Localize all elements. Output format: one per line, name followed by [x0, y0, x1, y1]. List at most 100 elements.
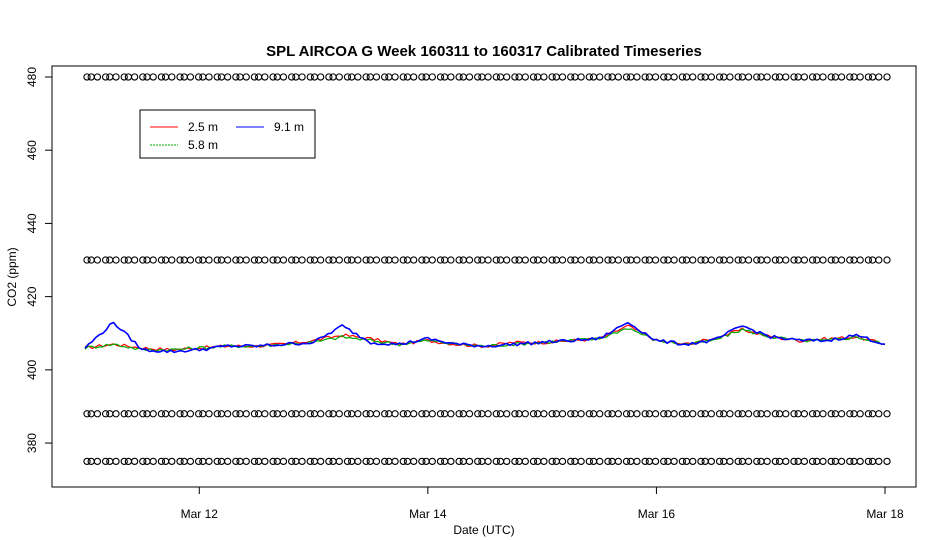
reference-point: [827, 256, 835, 264]
reference-point: [715, 73, 724, 81]
reference-point: [744, 256, 753, 264]
reference-point: [372, 256, 381, 264]
reference-point: [168, 73, 176, 81]
reference-point: [93, 73, 102, 81]
reference-point: [157, 73, 166, 81]
reference-point: [279, 256, 288, 264]
reference-point: [771, 73, 780, 81]
reference-point: [558, 256, 567, 264]
reference-point: [250, 457, 259, 466]
reference-point: [474, 410, 482, 418]
reference-point: [827, 73, 835, 81]
reference-point: [157, 256, 166, 264]
reference-point: [354, 73, 362, 81]
reference-point: [232, 73, 240, 81]
reference-point: [744, 457, 753, 466]
reference-point: [465, 457, 474, 466]
reference-point: [474, 457, 482, 466]
reference-point: [819, 457, 827, 466]
reference-point: [112, 410, 120, 418]
reference-point: [819, 73, 827, 81]
reference-point: [130, 410, 139, 418]
reference-point: [362, 256, 370, 264]
reference-point: [875, 73, 883, 81]
reference-point: [101, 73, 110, 81]
reference-point: [205, 410, 213, 418]
reference-point: [567, 410, 575, 418]
reference-point: [763, 256, 771, 264]
reference-point: [250, 410, 259, 418]
reference-point: [194, 457, 203, 466]
reference-point: [465, 256, 474, 264]
reference-point: [474, 73, 482, 81]
reference-point: [168, 410, 176, 418]
reference-point: [213, 73, 221, 81]
legend: 2.5 m 5.8 m 9.1 m: [139, 109, 316, 159]
y-axis: 380 400 420 440 460 480: [25, 67, 53, 453]
reference-point: [883, 457, 891, 466]
reference-point: [372, 457, 381, 466]
reference-point: [678, 256, 686, 264]
y-tick-label: 440: [25, 213, 39, 233]
reference-point: [670, 410, 678, 418]
reference-point: [317, 457, 325, 466]
reference-point: [707, 73, 716, 81]
reference-point: [604, 457, 612, 466]
reference-point: [418, 73, 426, 81]
reference-point: [279, 410, 288, 418]
reference-point: [511, 73, 519, 81]
reference-point: [455, 457, 463, 466]
reference-point: [846, 457, 854, 466]
reference-point: [298, 256, 306, 264]
reference-point: [354, 256, 362, 264]
reference-point: [484, 256, 492, 264]
reference-point: [288, 73, 296, 81]
reference-point: [707, 410, 716, 418]
reference-point: [614, 457, 622, 466]
reference-point: [83, 410, 91, 418]
reference-point: [120, 457, 128, 466]
reference-point: [596, 73, 604, 81]
reference-point: [391, 73, 399, 81]
reference-point: [428, 457, 436, 466]
reference-point: [325, 457, 333, 466]
reference-point: [381, 73, 389, 81]
reference-point: [707, 457, 716, 466]
reference-point: [149, 457, 157, 466]
reference-point: [343, 256, 352, 264]
reference-point: [362, 457, 370, 466]
reference-point: [399, 457, 407, 466]
reference-point: [856, 73, 864, 81]
reference-point: [484, 457, 492, 466]
reference-point: [763, 73, 771, 81]
reference-point: [670, 73, 678, 81]
reference-point: [689, 73, 697, 81]
reference-point: [790, 256, 798, 264]
reference-point: [205, 73, 213, 81]
reference-point: [837, 457, 846, 466]
reference-point: [317, 410, 325, 418]
reference-point: [298, 73, 306, 81]
reference-point: [577, 410, 585, 418]
reference-point: [846, 256, 854, 264]
reference-point: [883, 256, 891, 264]
reference-point: [726, 457, 734, 466]
reference-point: [864, 73, 873, 81]
reference-point: [790, 73, 798, 81]
reference-point: [734, 457, 742, 466]
reference-point: [130, 256, 139, 264]
reference-point: [391, 410, 399, 418]
reference-point: [715, 410, 724, 418]
reference-point: [641, 410, 649, 418]
y-tick-label: 380: [25, 433, 39, 453]
reference-point: [856, 410, 864, 418]
reference-point: [689, 256, 697, 264]
reference-point: [622, 410, 631, 418]
reference-point: [83, 73, 91, 81]
legend-box: [139, 109, 316, 159]
reference-point: [306, 457, 314, 466]
reference-point: [492, 410, 500, 418]
reference-point: [447, 410, 455, 418]
reference-point: [186, 457, 195, 466]
reference-point: [577, 256, 585, 264]
